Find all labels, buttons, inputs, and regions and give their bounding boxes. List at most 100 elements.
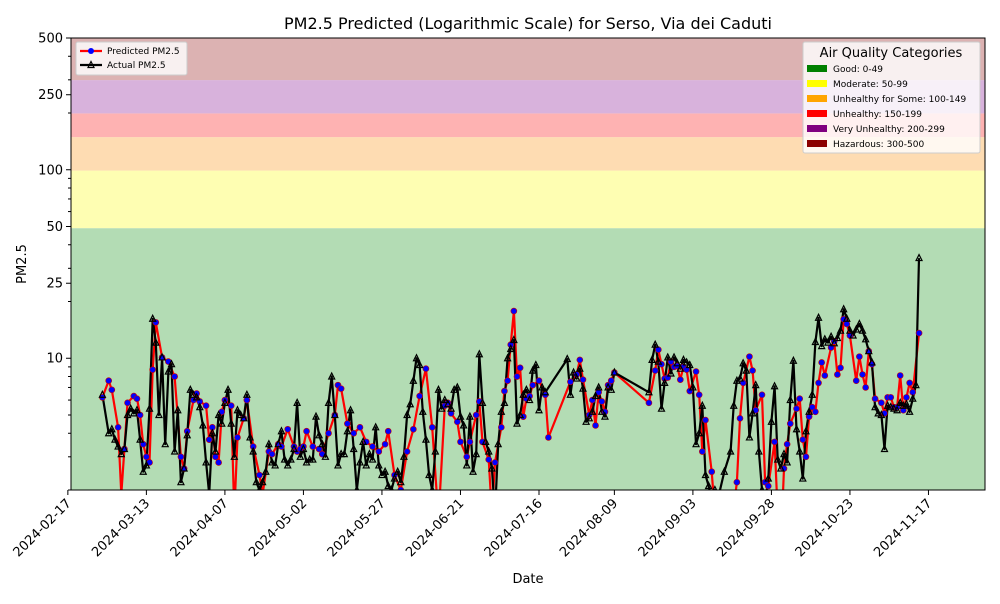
x-axis: 2024-02-17 2024-03-13 2024-04-07 2024-05-02… [11,490,935,560]
x-tick-label: 2024-09-28 [714,496,778,560]
actual-point [701,470,710,479]
predicted-point [356,424,364,431]
actual-point [374,460,383,469]
predicted-point [733,478,741,486]
actual-point [685,360,694,369]
actual-point [754,446,763,455]
category-legend-label: Moderate: 50-99 [833,80,908,90]
actual-point [492,510,498,516]
actual-point [158,352,167,361]
actual-point [648,355,657,364]
actual-point [453,382,462,391]
actual-point [249,446,258,455]
actual-point [663,352,672,361]
actual-point [233,405,242,414]
actual-point [742,365,751,374]
actual-point [167,359,176,368]
actual-point [610,367,619,376]
actual-point [170,446,179,455]
actual-point [161,439,170,448]
predicted-point [896,372,904,379]
actual-point [805,406,814,415]
actual-point [893,405,902,414]
predicted-point [856,353,863,360]
actual-point [519,389,528,398]
predicted-point [786,420,794,427]
actual-point [575,363,584,372]
actual-point [651,339,660,348]
actual-point [472,449,481,458]
actual-point [321,451,330,460]
actual-point [679,355,688,364]
predicted-point [692,368,700,375]
actual-point [176,477,185,486]
actual-point [421,434,430,443]
actual-point [569,367,578,376]
actual-point [469,466,478,475]
actual-point [431,446,440,455]
actual-point [217,418,226,427]
predicted-point [344,420,351,427]
predicted-point [746,353,753,360]
actual-point [355,457,364,466]
actual-point [915,253,924,262]
predicted-point [234,434,241,441]
actual-point [478,397,487,406]
actual-point [497,406,506,415]
actual-point [688,382,697,391]
y-tick-label: 25 [46,277,63,292]
actual-point [654,356,663,365]
predicted-point [124,399,131,407]
actual-point [447,403,456,412]
predicted-point [645,399,653,407]
x-axis-label: Date [512,572,543,587]
actual-point [334,460,342,469]
actual-point [443,399,452,408]
predicted-point [108,386,116,394]
actual-point [180,463,189,472]
actual-point [164,366,173,375]
actual-point [820,334,829,343]
predicted-point [397,486,405,490]
actual-point [852,324,861,333]
predicted-point [778,544,784,550]
actual-point [290,444,298,453]
actual-point [139,466,148,475]
actual-point [776,463,785,472]
predicted-point [485,456,493,463]
actual-point [349,444,358,453]
category-swatch [807,110,827,117]
actual-point [450,384,459,393]
x-tick-label: 2024-05-27 [325,496,389,560]
series-1-line-0 [101,258,921,490]
actual-point [792,424,801,433]
predicted-point [793,405,800,412]
predicted-point [859,371,866,378]
predicted-point [708,468,716,476]
actual-point [399,451,408,460]
actual-point [107,424,116,433]
predicted-point [303,427,310,435]
actual-point [236,410,245,419]
y-tick-label: 10 [46,352,63,367]
actual-point [541,387,550,396]
actual-point [780,449,788,458]
actual-point [293,397,302,406]
actual-point [682,357,691,366]
actual-point [861,334,870,343]
series-legend-label: Actual PM2.5 [107,61,166,71]
actual-point [274,439,283,448]
actual-point [384,481,393,490]
y-axis: 10 25 50 100 250 500 [38,32,71,491]
actual-point [644,387,653,396]
legend-swatch-marker [88,48,94,54]
predicted-point [799,436,807,443]
actual-point [211,446,220,455]
actual-point [359,437,368,445]
predicted-point [837,364,844,372]
predicted-point [472,411,480,419]
actual-point [242,389,251,398]
actual-point [330,410,339,419]
actual-point [670,352,679,361]
